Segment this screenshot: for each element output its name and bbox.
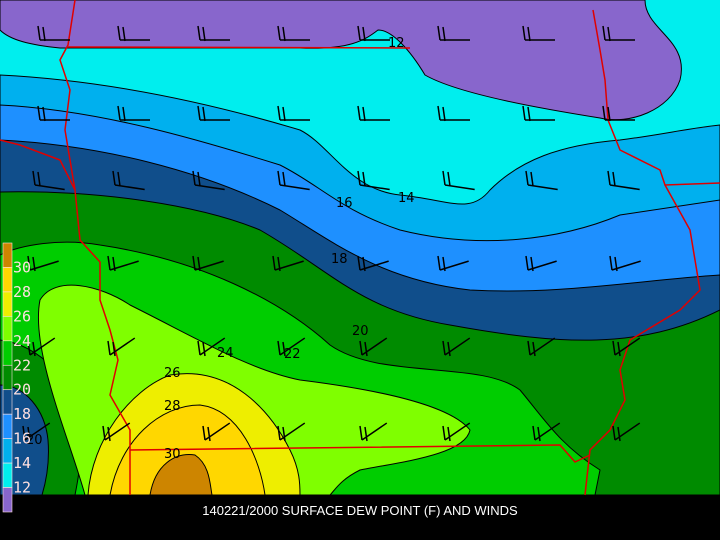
wind-barb (102, 422, 131, 442)
contour-labels: 12 14 16 18 20 22 24 26 28 30 20 (26, 36, 415, 462)
wind-barb (197, 337, 226, 357)
wind-barb (602, 25, 635, 42)
map-title: 140221/2000 SURFACE DEW POINT (F) AND WI… (202, 503, 518, 518)
legend-swatch (2, 487, 13, 513)
legend-swatch (2, 438, 13, 464)
wind-barb (112, 170, 145, 191)
wind-barb (27, 337, 56, 357)
wind-barb (522, 105, 555, 122)
wind-barb (609, 255, 641, 272)
wind-barb (357, 255, 389, 272)
legend-swatch (2, 316, 13, 342)
legend-label: 16 (13, 430, 31, 448)
wind-barb (117, 25, 150, 42)
contour-label: 24 (217, 346, 234, 361)
wind-barb (357, 25, 390, 42)
legend-label: 24 (13, 332, 31, 350)
contour-label: 12 (388, 36, 405, 51)
wind-barb (527, 337, 556, 357)
wind-barb (107, 255, 139, 272)
wind-barb (442, 337, 471, 357)
wind-barb (357, 105, 390, 122)
legend-label: 12 (13, 479, 31, 497)
legend-swatch (2, 242, 13, 268)
wind-barb (277, 105, 310, 122)
wind-barb (437, 25, 470, 42)
contour-label: 22 (284, 347, 301, 362)
wind-barb (107, 337, 136, 357)
legend-swatch (2, 413, 13, 439)
legend-label: 30 (13, 258, 31, 276)
contour-label: 14 (398, 191, 415, 206)
legend-swatch (2, 340, 13, 366)
wind-barb (437, 255, 469, 272)
legend-label: 22 (13, 356, 31, 374)
legend-label: 18 (13, 405, 31, 423)
contour-label: 16 (336, 196, 353, 211)
legend-swatch (2, 364, 13, 391)
wind-barb (192, 255, 224, 272)
legend-swatch (2, 462, 13, 488)
wind-barb (37, 25, 70, 42)
wind-barb (117, 105, 150, 122)
wind-barb (277, 25, 310, 42)
wind-barb (522, 25, 555, 42)
state-borders (0, 0, 720, 496)
contour-label: 26 (164, 366, 181, 381)
wind-barb (202, 422, 231, 442)
wind-barb (525, 170, 558, 191)
contour-label: 20 (352, 324, 369, 339)
wind-barb (525, 255, 557, 272)
wind-barb (442, 170, 475, 191)
wind-barb (32, 170, 65, 191)
wind-barb (612, 337, 641, 357)
wind-barb (607, 170, 640, 191)
wind-barb (277, 337, 306, 357)
wind-barb (272, 255, 304, 272)
legend-label: 20 (13, 381, 31, 399)
color-legend: 30 28 26 24 22 20 18 16 14 12 (2, 242, 31, 513)
wind-barb (442, 422, 471, 442)
wind-barb (359, 337, 388, 357)
wind-barb (437, 105, 470, 122)
legend-swatch (2, 267, 13, 293)
wind-barb (532, 422, 561, 442)
contour-label: 28 (164, 399, 181, 414)
wind-barb (602, 105, 635, 122)
wind-barb (359, 422, 388, 442)
legend-label: 14 (13, 454, 31, 472)
wind-barb (37, 105, 70, 122)
legend-swatch (2, 389, 13, 415)
wind-barb (27, 255, 59, 272)
wind-barb (197, 25, 230, 42)
wind-barb (22, 422, 51, 442)
band-above-30 (149, 454, 213, 495)
wind-barb (277, 422, 306, 442)
legend-label: 26 (13, 307, 31, 325)
wind-barbs (22, 25, 641, 442)
wind-barb (612, 422, 641, 442)
contour-label: 18 (331, 252, 348, 267)
wind-barb (197, 105, 230, 122)
wind-barb (192, 170, 225, 191)
contour-label: 20 (26, 433, 43, 448)
wind-barb (277, 170, 310, 191)
legend-swatch (2, 291, 13, 317)
legend-label: 28 (13, 283, 31, 301)
contour-label: 30 (164, 447, 181, 462)
wind-barb (357, 170, 390, 191)
